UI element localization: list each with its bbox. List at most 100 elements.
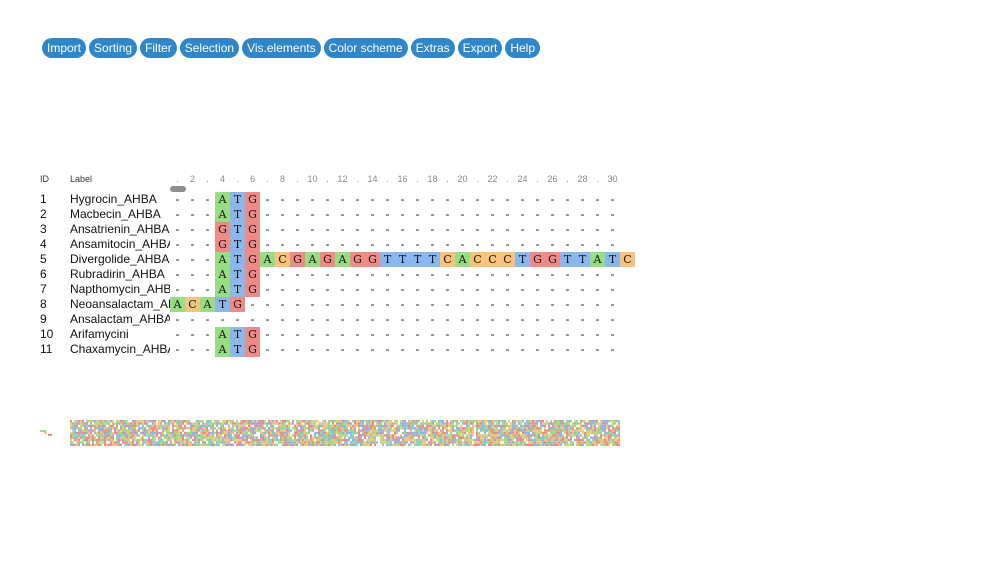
overview-cell bbox=[102, 424, 104, 428]
overview-cell bbox=[510, 424, 512, 428]
overview-cell bbox=[278, 441, 280, 444]
overview-cell bbox=[510, 429, 512, 432]
overview-cell bbox=[176, 422, 178, 425]
sequence-row[interactable]: 4 Ansamitocin_AHBA - - - G T G - - - - - - - - - - - - - - - - -… bbox=[0, 237, 640, 252]
sequence-row[interactable]: 2 Macbecin_AHBA - - - A T G - - - - - - - - - - - - - - - - - - - -… bbox=[0, 207, 640, 222]
overview-cell bbox=[578, 427, 580, 430]
overview-cell bbox=[360, 434, 362, 437]
alignment-overview-minimap[interactable] bbox=[40, 420, 620, 446]
selection-button[interactable]: Selection bbox=[179, 38, 240, 58]
overview-cell bbox=[472, 434, 474, 437]
sequence-label[interactable]: Ansamitocin_AHBA bbox=[70, 237, 170, 251]
filter-button[interactable]: Filter bbox=[140, 38, 177, 58]
overview-cell bbox=[88, 424, 90, 428]
sequence-label[interactable]: Rubradirin_AHBA bbox=[70, 267, 165, 281]
overview-cell bbox=[476, 431, 478, 435]
overview-cell bbox=[330, 427, 332, 430]
sequence-row[interactable]: 11 Chaxamycin_AHBA - - - A T G - - - - - - - - - - - - - - - - -… bbox=[0, 342, 640, 357]
overview-cell bbox=[542, 441, 544, 444]
overview-cell bbox=[282, 441, 284, 444]
overview-cell bbox=[276, 427, 278, 430]
overview-cell bbox=[84, 431, 86, 435]
overview-cell bbox=[592, 438, 594, 442]
overview-cell bbox=[196, 443, 198, 446]
overview-cell bbox=[560, 438, 562, 442]
overview-cell bbox=[566, 420, 568, 423]
overview-cell bbox=[102, 420, 104, 423]
sequence-label[interactable]: Divergolide_AHBA bbox=[70, 252, 170, 266]
overview-cell bbox=[402, 441, 404, 444]
overview-cell bbox=[438, 434, 440, 437]
overview-cell bbox=[312, 441, 314, 444]
help-button[interactable]: Help bbox=[505, 38, 540, 58]
overview-cell bbox=[346, 443, 348, 446]
overview-cell bbox=[458, 434, 460, 437]
overview-cell bbox=[538, 429, 540, 432]
overview-cell bbox=[96, 422, 98, 425]
export-button[interactable]: Export bbox=[457, 38, 503, 58]
overview-cell bbox=[282, 422, 284, 425]
sequence-row[interactable]: 10 Arifamycini - - - A T G - - - - - - - - - - - - - - - - - - - - -… bbox=[0, 327, 640, 342]
sequence-row[interactable]: 8Neoansalactam_AHBAACATG----------------… bbox=[0, 297, 640, 312]
sequence-row[interactable]: 5 Divergolide_AHBA - - - A T G A C G A G A G G T T T T C A C C C… bbox=[0, 252, 640, 267]
overview-cell bbox=[222, 443, 224, 446]
sorting-button[interactable]: Sorting bbox=[89, 38, 138, 58]
gap-cell: - bbox=[595, 282, 600, 296]
overview-cell bbox=[318, 434, 320, 437]
overview-cell bbox=[582, 431, 584, 435]
ruler-tick: . bbox=[506, 174, 509, 184]
sequence-label[interactable]: Hygrocin_AHBA bbox=[70, 192, 157, 206]
overview-cell bbox=[358, 424, 360, 428]
sequence-label[interactable]: Macbecin_AHBA bbox=[70, 207, 161, 221]
overview-cell bbox=[616, 438, 618, 442]
label-column-header[interactable]: Label bbox=[70, 174, 93, 184]
sequence-row[interactable]: 6 Rubradirin_AHBA - - - A T G - - - - - - - - - - - - - - - - - -… bbox=[0, 267, 640, 282]
overview-cell bbox=[260, 441, 262, 444]
sequence-label[interactable]: Chaxamycin_AHBA bbox=[70, 342, 170, 356]
overview-cell bbox=[106, 434, 108, 437]
overview-cell bbox=[468, 443, 470, 446]
overview-cell bbox=[104, 443, 106, 446]
gap-cell: - bbox=[430, 207, 435, 221]
gap-cell: - bbox=[490, 342, 495, 356]
overview-cell bbox=[520, 434, 522, 437]
extras-button[interactable]: Extras bbox=[410, 38, 455, 58]
overview-cell bbox=[296, 424, 298, 428]
overview-cell bbox=[484, 443, 486, 446]
vis-elements-button[interactable]: Vis.elements bbox=[242, 38, 321, 58]
overview-cell bbox=[240, 429, 242, 432]
color-scheme-button[interactable]: Color scheme bbox=[323, 38, 408, 58]
overview-cell bbox=[108, 424, 110, 428]
overview-cell bbox=[272, 434, 274, 437]
sequence-label[interactable]: Arifamycini bbox=[70, 327, 129, 341]
residue-cell-c: C bbox=[620, 252, 635, 267]
overview-cell bbox=[472, 429, 474, 432]
id-column-header[interactable]: ID bbox=[40, 174, 49, 184]
overview-cell bbox=[550, 436, 552, 439]
sequence-row[interactable]: 3 Ansatrienin_AHBA - - - G T G - - - - - - - - - - - - - - - - -… bbox=[0, 222, 640, 237]
ruler-tick: . bbox=[236, 174, 239, 184]
overview-cell bbox=[90, 422, 92, 425]
overview-cell bbox=[558, 420, 560, 423]
overview-cell bbox=[328, 427, 330, 430]
sequence-row[interactable]: 7 Napthomycin_AHBA - - - A T G - - - - - - - - - - - - - - - - -… bbox=[0, 282, 640, 297]
sequence-label[interactable]: Ansatrienin_AHBA bbox=[70, 222, 170, 236]
overview-cell bbox=[156, 441, 158, 444]
sequence-row[interactable]: 1 Hygrocin_AHBA - - - A T G - - - - - - - - - - - - - - - - - - - -… bbox=[0, 192, 640, 207]
sequence-label[interactable]: Napthomycin_AHBA bbox=[70, 282, 170, 296]
overview-cell bbox=[388, 438, 390, 442]
horizontal-scroll-thumb[interactable] bbox=[170, 186, 186, 192]
gap-cell: - bbox=[520, 222, 525, 236]
residue-cell-c: C bbox=[470, 252, 485, 267]
import-button[interactable]: Import bbox=[42, 38, 87, 58]
overview-cell bbox=[170, 422, 172, 425]
sequence-row[interactable]: 9 Ansalactam_AHBA - - - - - - - - - - - - - - - - - - - - - - - -… bbox=[0, 312, 640, 327]
ruler-tick: . bbox=[326, 174, 329, 184]
gap-cell: - bbox=[430, 297, 435, 311]
overview-cell bbox=[184, 427, 186, 430]
overview-cell bbox=[348, 420, 350, 423]
overview-cell bbox=[220, 436, 222, 439]
sequence-label[interactable]: Neoansalactam_AHBA bbox=[70, 297, 170, 311]
sequence-label[interactable]: Ansalactam_AHBA bbox=[70, 312, 170, 326]
gap-cell: - bbox=[265, 267, 270, 281]
